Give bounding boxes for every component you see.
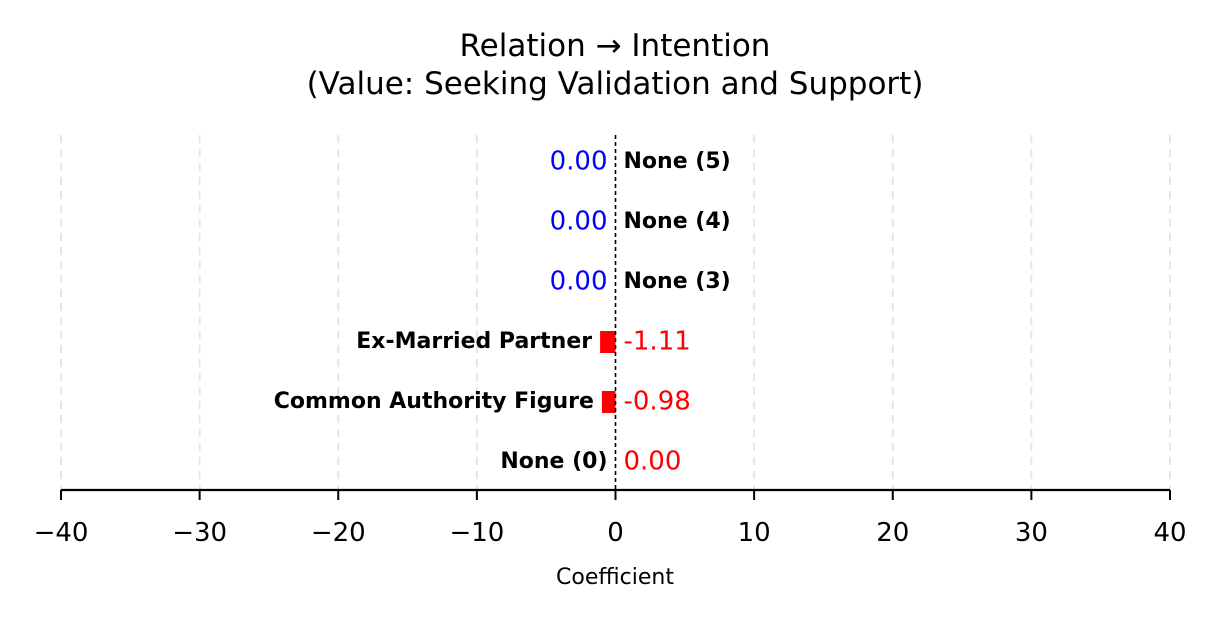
category-label: None (4) [624,209,731,234]
x-axis-label: Coefficient [556,565,674,590]
bar [601,391,616,413]
category-label: None (3) [624,269,731,294]
bar-labels: None (5) 0.00 None (4) 0.00 None (3) 0.00 Ex-M… [274,147,731,477]
category-label: Ex-Married Partner [356,329,592,354]
x-axis: −40 −30 −20 −10 0 10 20 30 40 [34,488,1187,548]
x-tick-label: −40 [34,518,89,548]
bar [600,331,616,353]
chart-title: Relation → Intention [460,28,771,64]
x-tick-label: −10 [449,518,504,548]
bars [600,331,616,413]
category-label: Common Authority Figure [274,389,594,414]
x-tick-label: 20 [876,518,909,548]
value-label: 0.00 [550,267,608,297]
x-tick-label: 30 [1015,518,1048,548]
value-label: 0.00 [624,447,682,477]
x-tick-label: 10 [738,518,771,548]
grid-lines [60,135,1171,490]
value-label: 0.00 [550,207,608,237]
value-label: -0.98 [624,387,691,417]
x-tick-label: −30 [172,518,227,548]
category-label: None (0) [500,449,607,474]
value-label: 0.00 [550,147,608,177]
x-tick-label: 40 [1153,518,1186,548]
value-label: -1.11 [624,327,691,357]
chart-subtitle: (Value: Seeking Validation and Support) [307,66,924,102]
x-tick-label: −20 [311,518,366,548]
category-label: None (5) [624,149,731,174]
x-tick-label: 0 [607,518,624,548]
